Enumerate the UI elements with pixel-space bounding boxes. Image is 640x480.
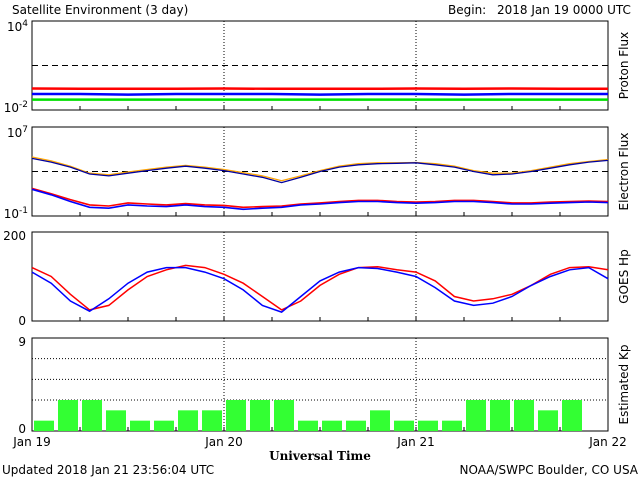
kp-bar <box>58 400 78 431</box>
begin-value: 2018 Jan 19 0000 UTC <box>497 3 631 17</box>
y-tick-label: 104 <box>7 19 28 34</box>
y-tick-label: 10-1 <box>4 206 28 221</box>
x-tick-label: Jan 20 <box>204 435 243 449</box>
kp-bar <box>394 420 414 431</box>
x-tick-label: Jan 19 <box>12 435 51 449</box>
y-tick-label: 200 <box>3 229 26 243</box>
kp-bar <box>226 400 246 431</box>
kp-bar <box>178 410 198 431</box>
electron-series-blue <box>31 188 609 211</box>
panel-frame <box>31 231 609 322</box>
kp-bar <box>370 410 390 431</box>
electron-series-navy <box>31 157 609 184</box>
kp-bar <box>490 400 510 431</box>
kp-bar <box>298 420 318 431</box>
kp-bar <box>82 400 102 431</box>
y-tick-label: 9 <box>18 335 26 349</box>
y-axis-label: GOES Hp <box>617 249 631 303</box>
noaa-credit: NOAA/SWPC Boulder, CO USA <box>460 463 639 477</box>
chart-title: Satellite Environment (3 day) <box>12 3 188 17</box>
kp-bar <box>466 400 486 431</box>
hp-series-blue <box>31 266 609 313</box>
kp-bar <box>130 420 150 431</box>
x-axis-label: Universal Time <box>269 449 371 463</box>
y-tick-label: 107 <box>7 125 28 140</box>
x-tick-label: Jan 22 <box>588 435 627 449</box>
kp-bar <box>154 420 174 431</box>
kp-bar <box>202 410 222 431</box>
y-tick-label: 10-2 <box>4 100 28 115</box>
electron-series-orange <box>31 156 609 182</box>
kp-bar <box>562 400 582 431</box>
kp-bar <box>322 420 342 431</box>
begin-label: Begin: <box>448 3 486 17</box>
y-tick-label: 0 <box>18 314 26 328</box>
updated-timestamp: Updated 2018 Jan 21 23:56:04 UTC <box>2 463 214 477</box>
kp-bar <box>274 400 294 431</box>
y-tick-label: 0 <box>18 422 26 436</box>
kp-bar <box>106 410 126 431</box>
x-tick-label: Jan 21 <box>396 435 435 449</box>
hp-series-red <box>31 264 609 311</box>
panel-frame <box>31 20 609 111</box>
proton-series-blue <box>32 92 608 96</box>
kp-bar <box>34 420 54 431</box>
kp-bar <box>514 400 534 431</box>
kp-bar <box>418 420 438 431</box>
y-axis-label: Proton Flux <box>617 32 631 99</box>
chart-panels: 104 10-2 Proton Flux 107 10-1 Electron Flux 20… <box>3 19 631 449</box>
y-axis-label: Estimated Kp <box>617 345 631 425</box>
kp-bar <box>442 420 462 431</box>
kp-bar <box>538 410 558 431</box>
y-axis-label: Electron Flux <box>617 133 631 211</box>
kp-bar <box>346 420 366 431</box>
kp-bar <box>250 400 270 431</box>
electron-series-red <box>31 187 609 209</box>
